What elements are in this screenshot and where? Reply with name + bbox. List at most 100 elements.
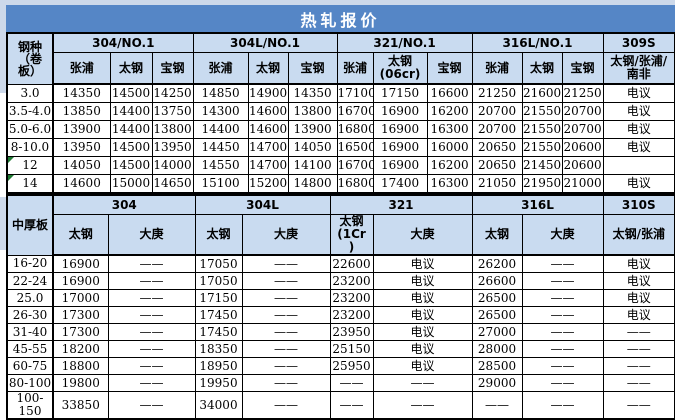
table-row: 26-30 17300 —— 17450 —— 23200 电议 26500 —— 电议 [6,306,675,324]
price-cell: 21050 [471,174,523,194]
price-cell: 14050 [52,156,111,175]
mill-header: 大庚 [372,214,473,256]
price-cell: 电议 [602,138,675,157]
price-cell: 16600 [426,83,473,103]
table-row: 22-24 16900 —— 17050 —— 23200 电议 26600 —— 电议 [6,272,675,290]
price-cell: 26600 [471,272,523,290]
price-cell: 电议 [602,102,675,121]
price-cell: 16700 [336,102,374,121]
price-cell: 21600 [521,83,563,103]
row-label: 45-55 [6,340,54,358]
grade-group-header: 309S [602,32,675,53]
price-cell: 14550 [192,156,249,175]
price-cell: —— [107,254,196,273]
mill-header: 张浦 [192,52,249,85]
price-cell: 22600 [329,254,374,273]
price-cell: —— [602,391,675,420]
price-cell: 20700 [561,120,604,139]
price-cell: 23200 [329,289,374,307]
price-cell: 16900 [372,120,428,139]
price-cell: —— [329,391,374,420]
sheet-margin-left-section2 [0,197,6,250]
price-cell: 19800 [52,374,109,392]
price-cell: 17050 [194,272,243,290]
price-cell: 16700 [336,156,374,175]
section1-corner-header: 钢种 （卷 板） [6,32,54,85]
price-cell: —— [521,340,604,358]
comment-marker-icon [8,175,14,181]
price-cell: —— [241,391,331,420]
mill-header: 太钢/张浦 [602,214,675,256]
price-cell: —— [107,272,196,290]
price-cell: 16200 [426,102,473,121]
price-cell: 23200 [329,306,374,324]
price-cell: 29000 [471,374,523,392]
price-cell: 16900 [372,138,428,157]
price-cell: 34000 [194,391,243,420]
price-cell: 16200 [426,156,473,175]
mill-header: 太钢/张浦/ 南非 [602,52,675,85]
grade-group-header: 316L [471,194,604,215]
price-cell: —— [241,323,331,341]
price-cell: 13800 [287,102,338,121]
price-cell: 电议 [602,254,675,273]
price-cell: 15100 [192,174,249,194]
price-cell: 14500 [109,83,153,103]
price-cell: 33850 [52,391,109,420]
row-label: 31-40 [6,323,54,341]
mill-header: 大庚 [521,214,604,256]
price-cell: —— [241,340,331,358]
price-cell: —— [241,289,331,307]
medium-plate-price-table: 中厚板 304 304L 321 316L 310S 太钢 大庚 太钢 大庚 太钢 (1Cr ) 大庚… [6,194,675,420]
price-cell: 23950 [329,323,374,341]
price-cell: 16900 [52,254,109,273]
price-cell: 16500 [336,138,374,157]
price-cell: 17100 [336,83,374,103]
price-cell: 28500 [471,357,523,375]
price-cell: —— [107,340,196,358]
price-sheet: 热轧报价 钢种 （卷 板） 304/NO.1 304L/NO.1 321/NO.1 31… [6,5,675,420]
price-cell: 14000 [151,156,194,175]
price-cell: 26500 [471,306,523,324]
price-cell: 14500 [109,156,153,175]
price-cell: 17000 [52,289,109,307]
table-row: 3.0 14350 14500 14250 14850 14900 14350 17100 17… [6,83,675,103]
price-cell: 14850 [192,83,249,103]
mill-header: 太钢 [521,52,563,85]
grade-group-header: 316L/NO.1 [471,32,604,53]
mill-header: 张浦 [336,52,374,85]
table-row: 60-75 18800 —— 18950 —— 25950 电议 28500 —— —— [6,357,675,375]
price-cell: 电议 [372,289,473,307]
price-cell: —— [372,391,473,420]
price-cell: 14900 [247,83,289,103]
price-cell: —— [521,357,604,375]
price-cell: 14350 [287,83,338,103]
mill-header: 宝钢 [151,52,194,85]
price-cell: 21450 [521,156,563,175]
price-cell: —— [241,374,331,392]
grade-group-header: 321 [329,194,473,215]
price-cell: 14600 [247,120,289,139]
price-cell: 17450 [194,306,243,324]
price-cell: 17300 [52,306,109,324]
mill-header: 太钢 (06cr) [372,52,428,85]
price-cell: 18950 [194,357,243,375]
mill-header: 宝钢 [426,52,473,85]
price-cell: —— [107,306,196,324]
row-label: 16-20 [6,254,54,273]
row-label: 3.5-4.0 [6,102,54,121]
row-label: 12 [6,156,54,175]
price-cell: 14350 [52,83,111,103]
row-label: 3.0 [6,83,54,103]
price-cell: 14100 [287,156,338,175]
price-cell: 13800 [151,120,194,139]
price-cell: —— [107,357,196,375]
grade-group-header: 304L [194,194,331,215]
sheet-margin-left-header [0,5,6,93]
price-cell: 14050 [287,138,338,157]
mill-header: 宝钢 [287,52,338,85]
price-cell: 14600 [247,102,289,121]
price-cell: 26500 [471,289,523,307]
table-row: 31-40 17300 —— 17450 —— 23950 电议 27000 —— —— [6,323,675,341]
price-cell: 28000 [471,340,523,358]
